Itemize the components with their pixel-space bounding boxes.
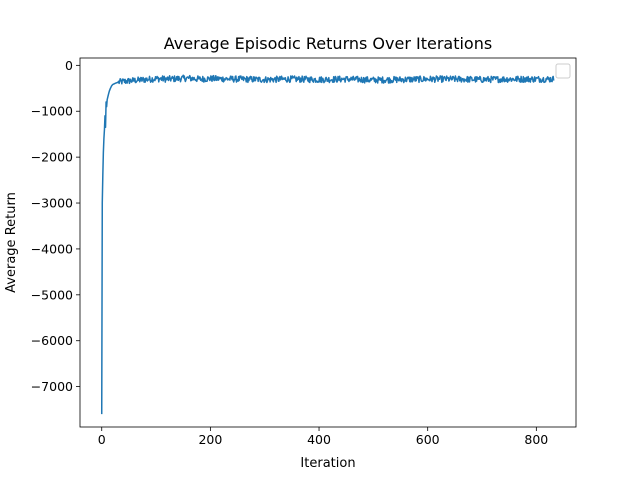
x-tick-label: 600 bbox=[416, 432, 440, 447]
y-axis-label: Average Return bbox=[4, 192, 19, 293]
plot-area bbox=[80, 58, 576, 427]
chart-title: Average Episodic Returns Over Iterations bbox=[164, 34, 492, 53]
y-tick-label: −4000 bbox=[31, 241, 73, 256]
y-tick-label: −5000 bbox=[31, 287, 73, 302]
y-tick-label: −1000 bbox=[31, 104, 73, 119]
x-tick-label: 400 bbox=[307, 432, 331, 447]
y-tick-label: 0 bbox=[65, 58, 73, 73]
ticks-layer: 0 200 400 600 800 0 −1000 −2000 −3000 −4000 −5000 −… bbox=[31, 58, 549, 447]
y-tick-label: −7000 bbox=[31, 379, 73, 394]
y-tick-label: −3000 bbox=[31, 196, 73, 211]
x-tick-label: 200 bbox=[198, 432, 222, 447]
y-tick-label: −2000 bbox=[31, 150, 73, 165]
plot-frame bbox=[79, 57, 577, 428]
y-tick-label: −6000 bbox=[31, 333, 73, 348]
x-axis-label: Iteration bbox=[300, 456, 355, 471]
series-line bbox=[100, 74, 555, 415]
x-tick-label: 800 bbox=[524, 432, 548, 447]
legend-box bbox=[555, 63, 571, 79]
series-layer bbox=[100, 74, 555, 415]
x-tick-label: 0 bbox=[98, 432, 106, 447]
